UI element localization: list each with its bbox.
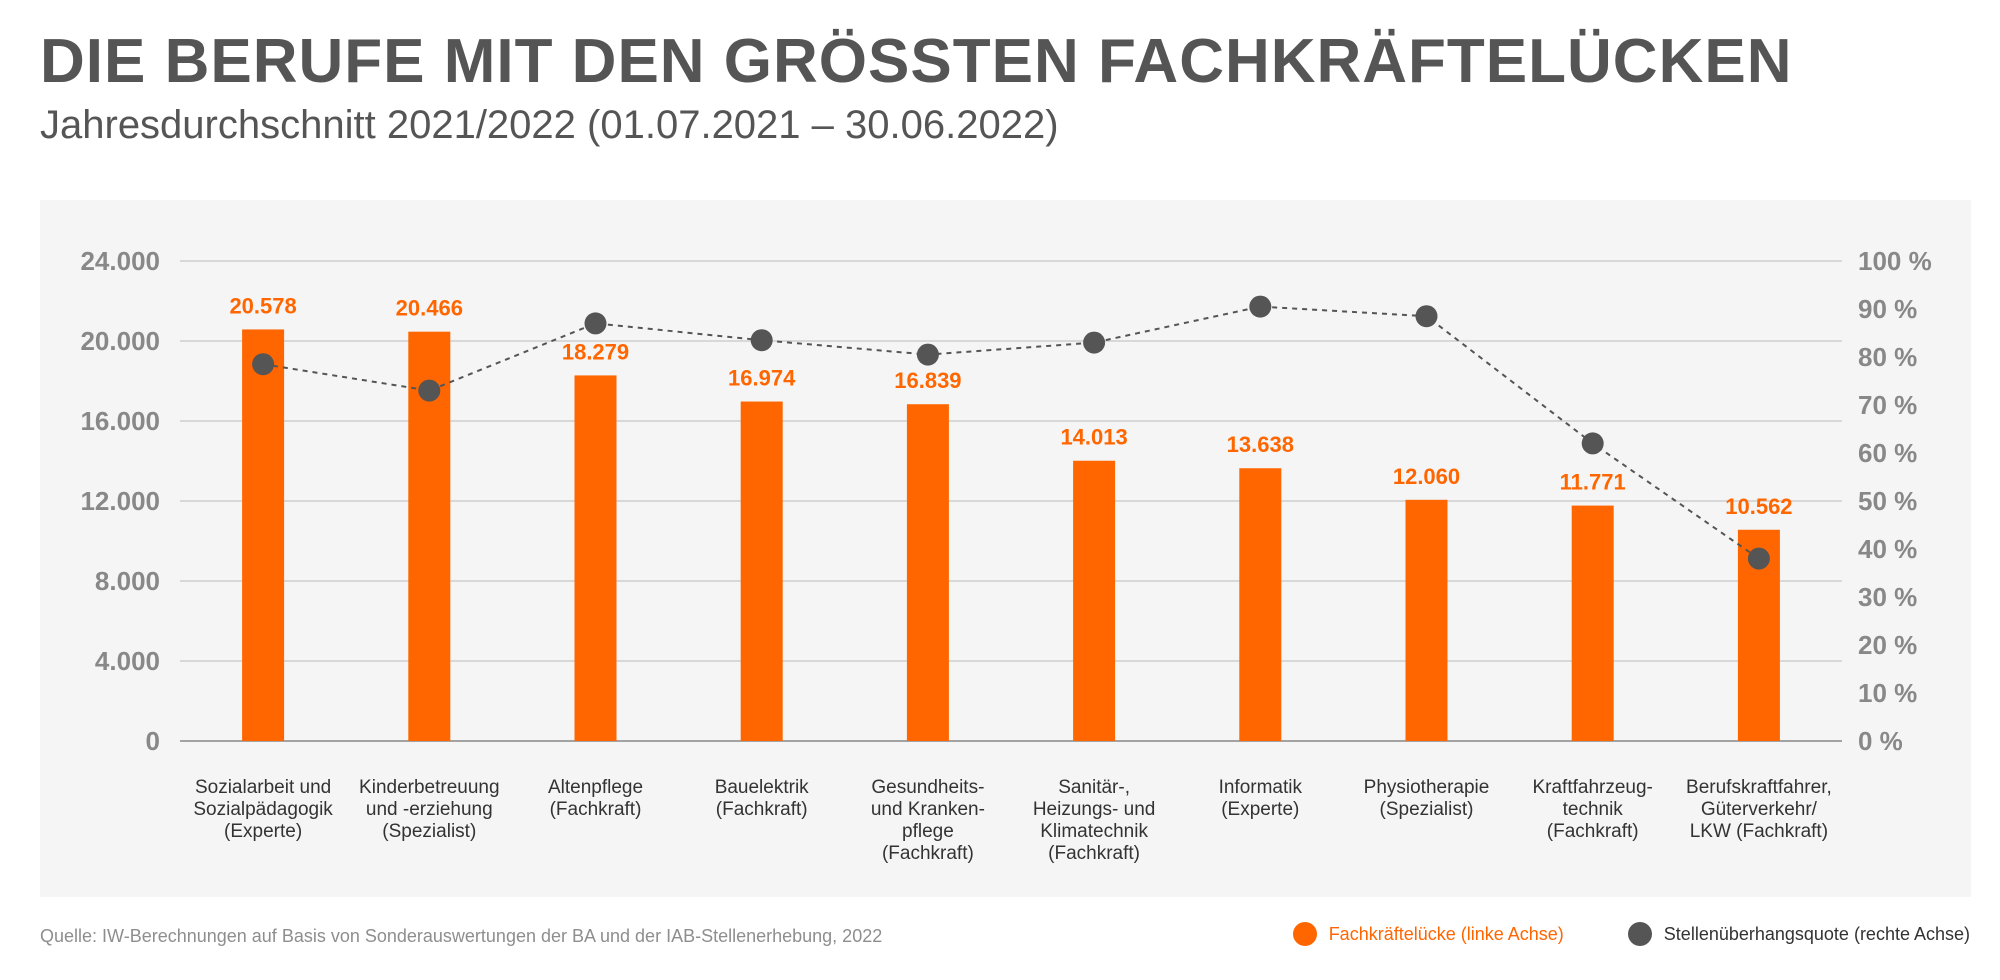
- legend-label-line: Stellenüberhangsquote (rechte Achse): [1663, 923, 1970, 944]
- quota-point: [1747, 547, 1770, 570]
- bar-value-label: 16.974: [728, 366, 796, 391]
- bar: [740, 401, 783, 741]
- quota-point: [252, 353, 275, 376]
- bar: [1073, 460, 1116, 741]
- category-label: Sozialarbeit und Sozialpädagogik (Experte): [193, 777, 333, 842]
- right-axis-tick-label: 80 %: [1858, 342, 1917, 372]
- legend-swatch-gray-dot: [1627, 922, 1652, 946]
- category-label: Bauelektrik (Fachkraft): [715, 777, 809, 820]
- quota-point: [1415, 305, 1438, 328]
- quota-point: [584, 312, 607, 335]
- chart-title: DIE BERUFE MIT DEN GRÖSSTEN FACHKRÄFTELÜ…: [40, 27, 1793, 96]
- right-axis-tick-label: 90 %: [1858, 294, 1917, 324]
- category-label: Sanitär-, Heizungs- und Klimatechnik (Fachk…: [1033, 777, 1156, 864]
- right-axis-tick-label: 40 %: [1858, 534, 1917, 564]
- bar-value-label: 11.771: [1560, 470, 1626, 495]
- quota-line: [262, 305, 1760, 560]
- legend-item-line: Stellenüberhangsquote (rechte Achse): [1627, 922, 1970, 946]
- category-label: Gesundheits-und Kranken-pflege (Fachkraft…: [871, 777, 985, 864]
- right-axis-tick-label: 70 %: [1858, 390, 1917, 420]
- bar-value-label: 20.466: [396, 296, 463, 321]
- quota-point: [1249, 295, 1272, 318]
- bar-value-label: 14.013: [1060, 425, 1127, 450]
- category-label: Physiotherapie (Spezialist): [1364, 777, 1490, 820]
- bar: [1239, 468, 1282, 741]
- legend-label-bars: Fachkräftelücke (linke Achse): [1328, 923, 1564, 944]
- category-label: Kraftfahrzeug-technik (Fachkraft): [1532, 777, 1652, 842]
- legend-swatch-orange-dot: [1292, 922, 1317, 946]
- quota-point: [916, 343, 939, 366]
- left-axis-tick-label: 8.000: [95, 566, 160, 596]
- right-axis-tick-label: 0 %: [1858, 726, 1903, 756]
- left-axis-tick-label: 16.000: [80, 406, 160, 436]
- bar: [906, 404, 949, 741]
- bar-value-label: 12.060: [1393, 464, 1460, 489]
- right-axis-tick-label: 60 %: [1858, 438, 1917, 468]
- left-axis-tick-label: 0: [146, 726, 160, 756]
- left-axis-tick-label: 24.000: [80, 246, 160, 276]
- bar: [1571, 505, 1614, 741]
- bar-value-label: 18.279: [562, 339, 629, 364]
- chart-subtitle: Jahresdurchschnitt 2021/2022 (01.07.2021…: [40, 103, 1059, 147]
- bar-value-label: 16.839: [894, 368, 961, 393]
- bar-value-label: 20.578: [229, 293, 296, 318]
- category-label: Kinderbetreuung und -erziehung (Spezialist…: [359, 777, 500, 842]
- bar: [1405, 499, 1448, 741]
- category-label: Berufskraftfahrer, Güterverkehr/LKW (Fach…: [1686, 777, 1832, 842]
- right-axis-tick-label: 100 %: [1858, 246, 1932, 276]
- bar-value-label: 13.638: [1227, 432, 1294, 457]
- quota-point: [418, 379, 441, 402]
- chart-legend: Fachkräftelücke (linke Achse) Stellenübe…: [1292, 922, 1970, 946]
- right-axis-tick-label: 50 %: [1858, 486, 1917, 516]
- left-axis-tick-label: 4.000: [95, 646, 160, 676]
- quota-point: [750, 329, 773, 352]
- bar-value-label: 10.562: [1725, 494, 1792, 519]
- category-label: Informatik (Experte): [1219, 777, 1303, 820]
- legend-item-bars: Fachkräftelücke (linke Achse): [1292, 922, 1564, 946]
- right-axis-tick-label: 20 %: [1858, 630, 1917, 660]
- bar: [574, 375, 617, 741]
- quota-point: [1581, 432, 1604, 455]
- category-label: Altenpflege (Fachkraft): [548, 777, 643, 820]
- chart-panel: [40, 200, 1971, 897]
- right-axis-tick-label: 30 %: [1858, 582, 1917, 612]
- left-axis-tick-label: 20.000: [80, 326, 160, 356]
- right-axis-tick-label: 10 %: [1858, 678, 1917, 708]
- left-axis-tick-label: 12.000: [80, 486, 160, 516]
- bar: [242, 329, 285, 741]
- quota-point: [1083, 331, 1106, 354]
- source-note: Quelle: IW-Berechnungen auf Basis von So…: [40, 926, 883, 946]
